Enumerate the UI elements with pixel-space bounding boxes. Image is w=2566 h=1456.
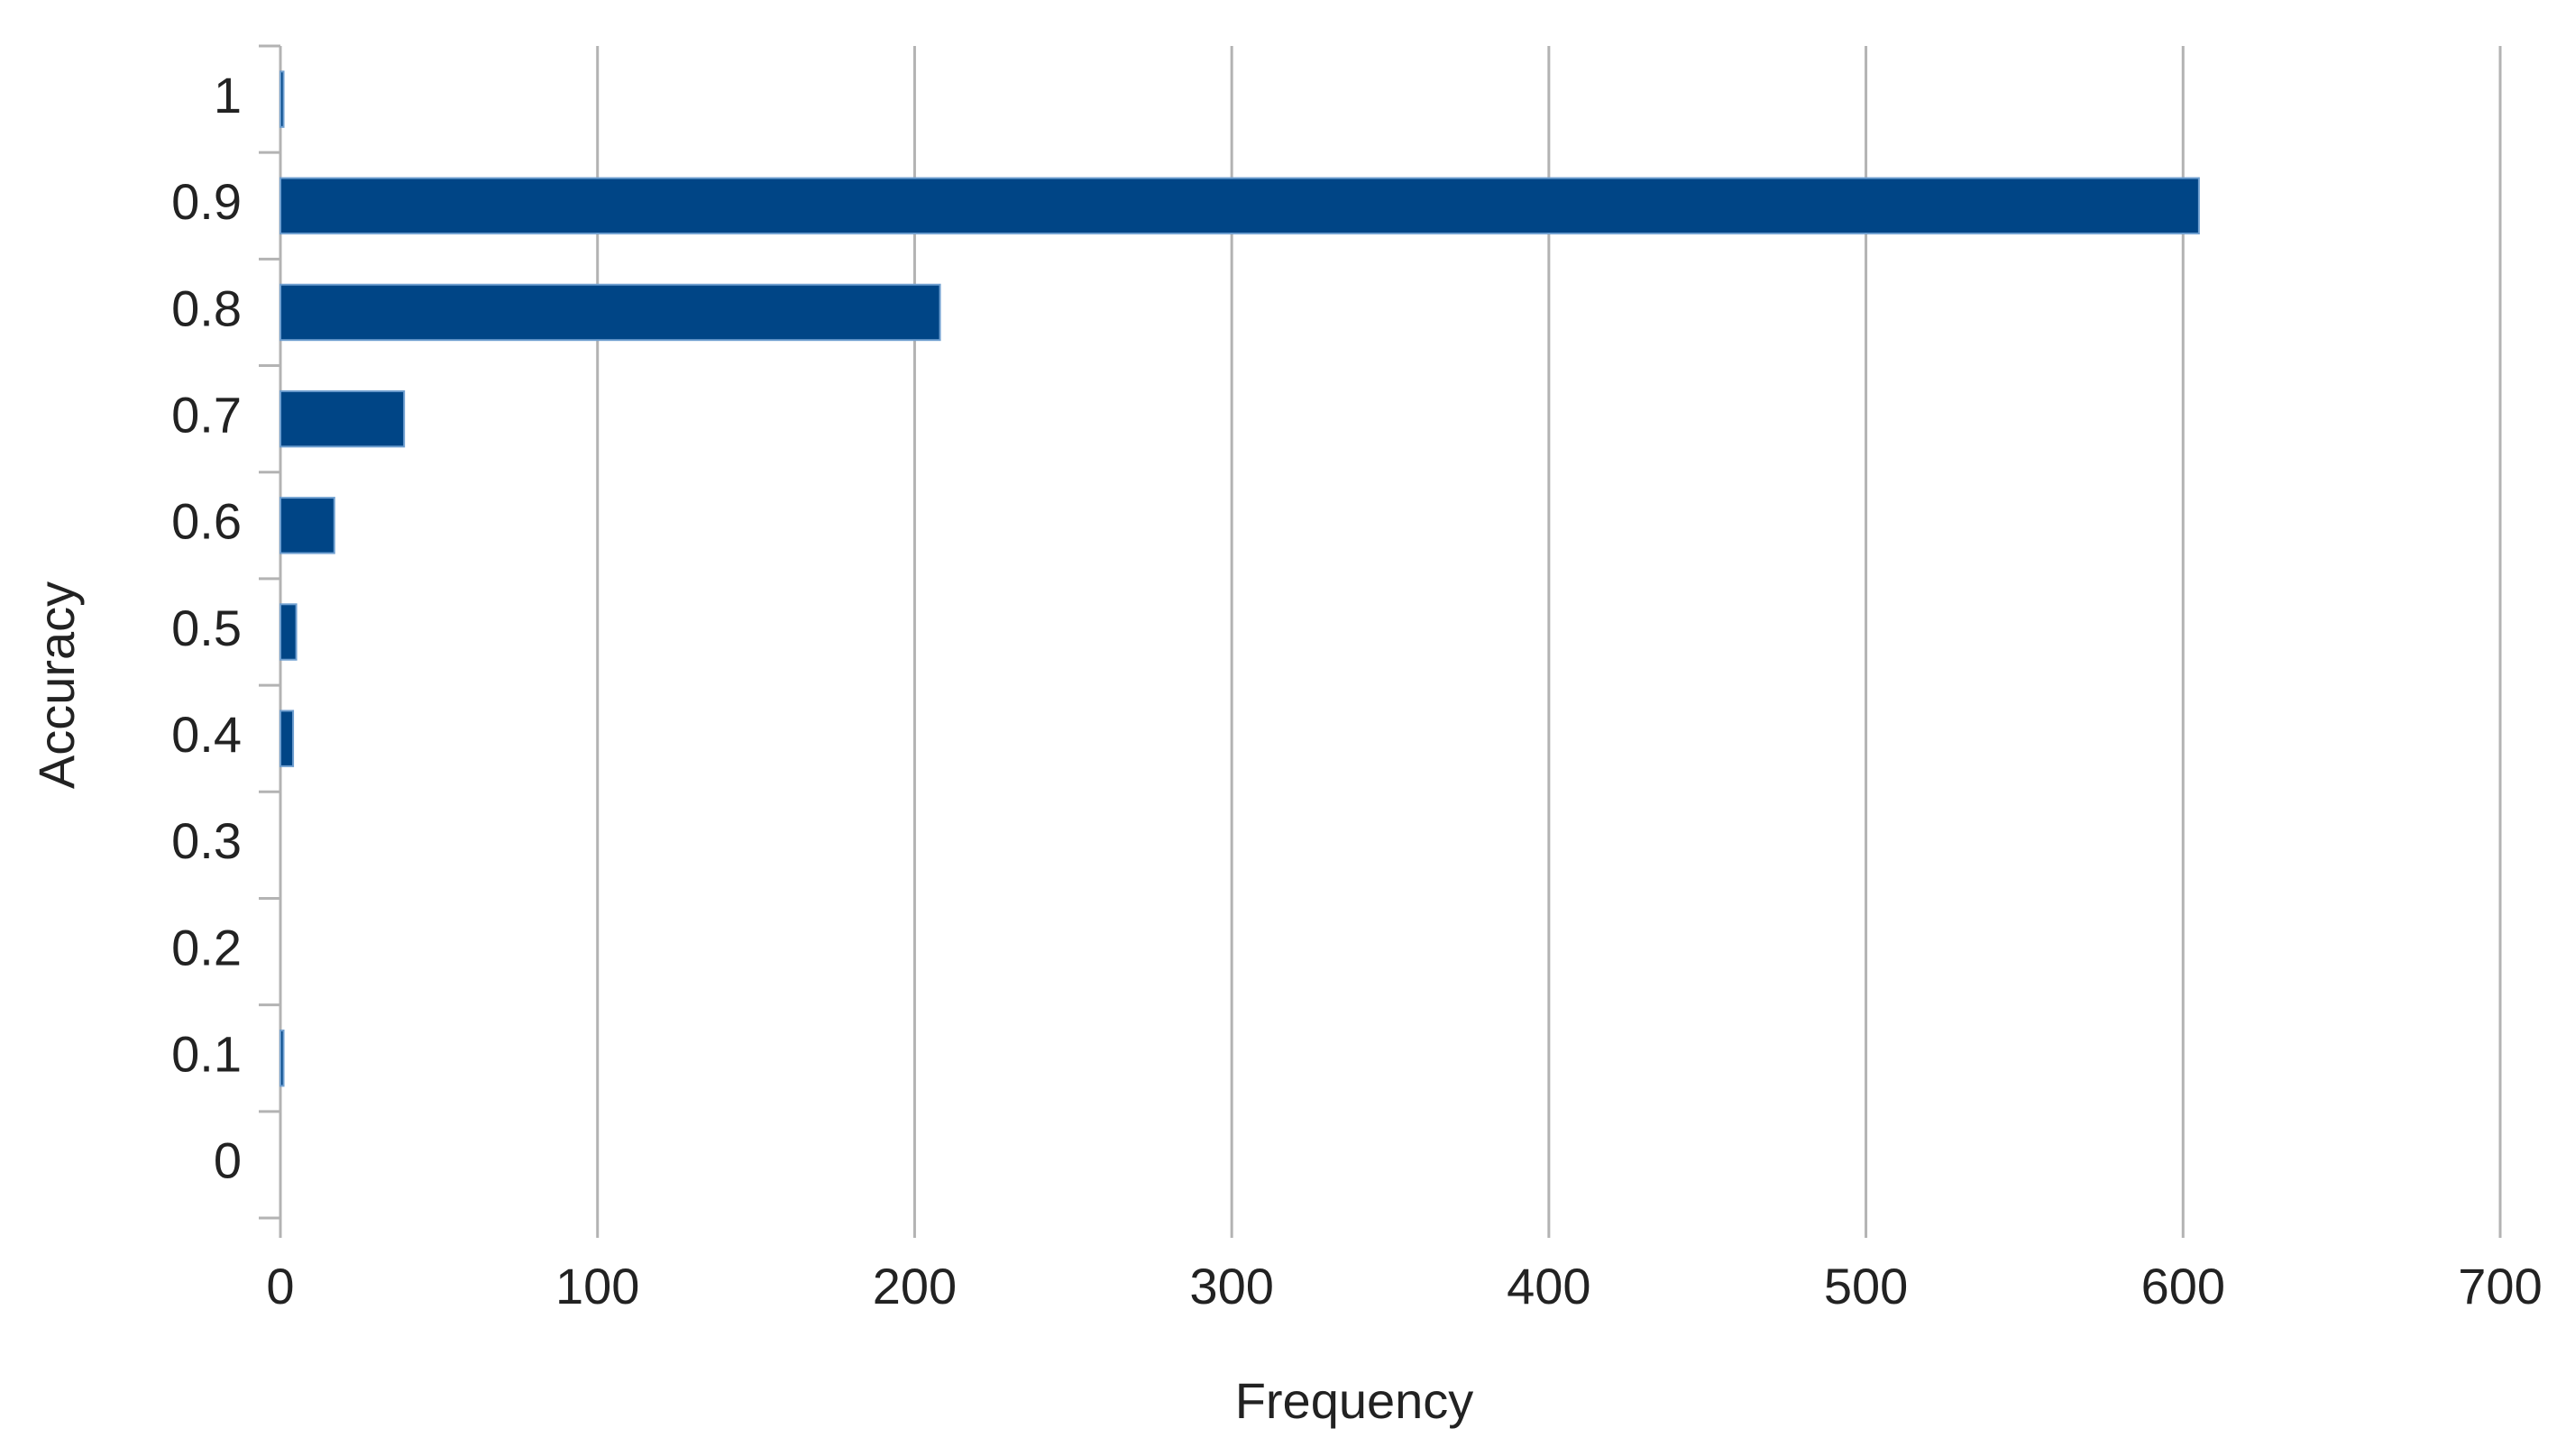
y-tick-label: 0.1 [171,1026,242,1083]
bar [280,1030,285,1087]
bar [280,283,941,342]
y-tick-label: 1 [214,67,242,124]
bar [280,603,298,661]
y-tick-label: 0 [214,1132,242,1189]
x-tick-label: 500 [1824,1258,1908,1314]
x-tick-label: 0 [266,1258,294,1314]
y-tick-label: 0.6 [171,493,242,550]
y-tick-label: 0.8 [171,279,242,336]
x-tick-label: 200 [873,1258,957,1314]
y-tick-label: 0.7 [171,386,242,443]
bar [280,497,335,554]
bar [280,177,2200,234]
bar [280,710,295,767]
y-tick-label: 0.9 [171,173,242,230]
y-tick-label: 0.4 [171,706,242,763]
x-axis-title: Frequency [1235,1372,1474,1429]
x-tick-label: 100 [555,1258,639,1314]
y-tick-label: 0.5 [171,600,242,656]
y-tick-label: 0.2 [171,919,242,975]
y-axis-title: Accuracy [28,581,85,789]
x-tick-label: 300 [1189,1258,1273,1314]
x-tick-label: 400 [1507,1258,1590,1314]
x-tick-label: 600 [2141,1258,2225,1314]
x-tick-label: 700 [2458,1258,2542,1314]
bar [280,389,406,448]
bar [280,70,285,128]
y-tick-label: 0.3 [171,812,242,869]
